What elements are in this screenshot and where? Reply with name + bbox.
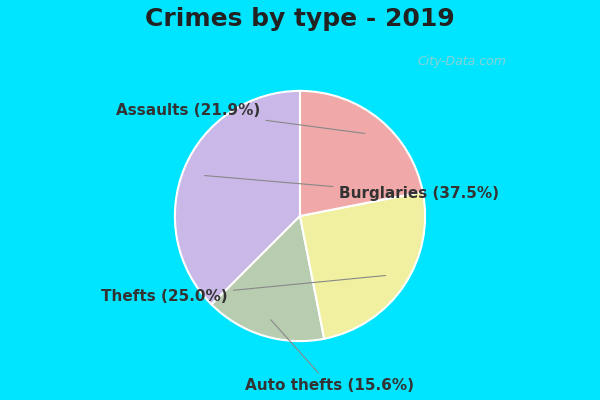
Text: Assaults (21.9%): Assaults (21.9%) (116, 102, 365, 134)
Text: Burglaries (37.5%): Burglaries (37.5%) (205, 176, 499, 202)
Wedge shape (212, 216, 324, 341)
Wedge shape (175, 91, 300, 304)
Text: Crimes by type - 2019: Crimes by type - 2019 (145, 7, 455, 31)
Wedge shape (300, 91, 423, 216)
Text: Auto thefts (15.6%): Auto thefts (15.6%) (245, 320, 414, 393)
Wedge shape (300, 192, 425, 339)
Text: City-Data.com: City-Data.com (418, 55, 506, 68)
Text: Thefts (25.0%): Thefts (25.0%) (101, 276, 386, 304)
